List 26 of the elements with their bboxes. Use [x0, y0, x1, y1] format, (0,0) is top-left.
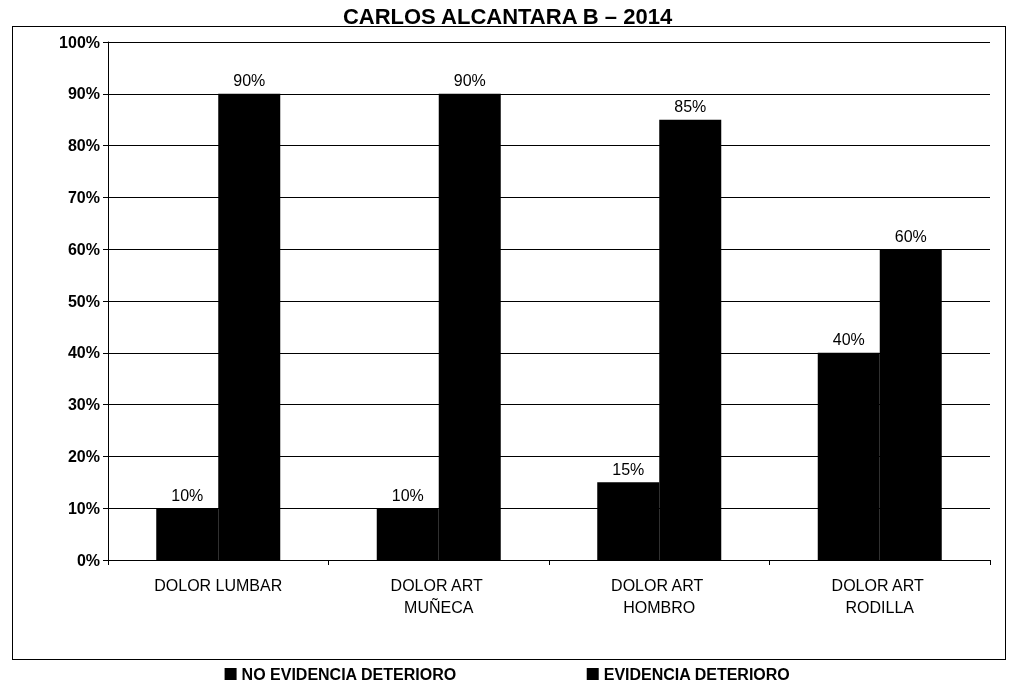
data-label: 40%: [832, 331, 865, 349]
y-tick-label: 0%: [76, 551, 100, 569]
chart-title: CARLOS ALCANTARA B – 2014: [342, 3, 673, 29]
legend-label: NO EVIDENCIA DETERIORO: [241, 665, 457, 683]
y-tick-label: 80%: [67, 137, 100, 155]
y-tick-label: 70%: [67, 188, 100, 206]
x-tick-label: DOLOR ART MUÑECA: [390, 576, 487, 616]
y-tick-label: 90%: [67, 85, 100, 103]
y-tick-label: 50%: [67, 292, 100, 310]
y-tick-label: 20%: [67, 447, 100, 465]
y-tick-label: 10%: [67, 499, 100, 517]
data-label: 85%: [674, 98, 707, 116]
x-tick-label: DOLOR ART RODILLA: [831, 576, 928, 616]
y-tick-label: 60%: [67, 240, 100, 258]
x-tick-label: DOLOR ART HOMBRO: [611, 576, 708, 616]
legend-label: EVIDENCIA DETERIORO: [603, 665, 790, 683]
y-tick-label: 40%: [67, 344, 100, 362]
data-label: 10%: [171, 486, 204, 504]
data-label: 90%: [233, 72, 266, 90]
y-tick-label: 30%: [67, 396, 100, 414]
x-tick-label: DOLOR LUMBAR: [154, 576, 283, 594]
y-tick-label: 100%: [59, 33, 100, 51]
data-label: 90%: [453, 72, 486, 90]
data-label: 15%: [612, 460, 645, 478]
data-label: 10%: [391, 486, 424, 504]
data-label: 60%: [894, 227, 927, 245]
